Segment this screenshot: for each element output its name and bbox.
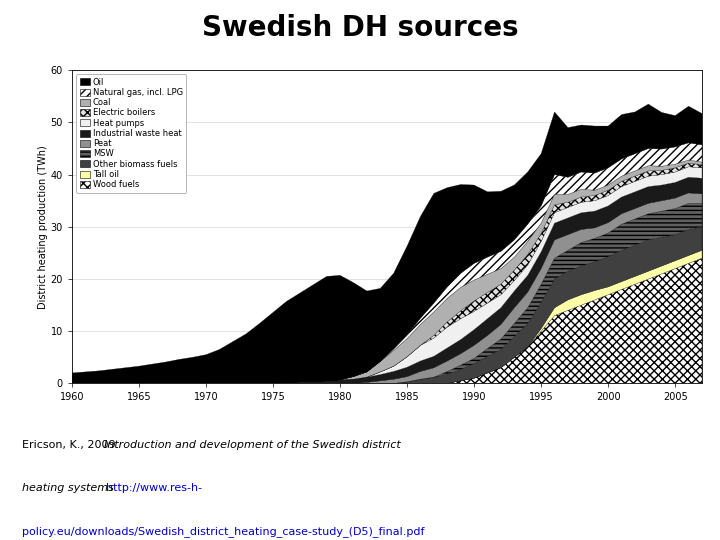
Text: Introduction and development of the Swedish district: Introduction and development of the Swed…	[104, 440, 401, 450]
Text: http://www.res-h-: http://www.res-h-	[106, 483, 202, 494]
Text: heating systems: heating systems	[22, 483, 114, 494]
Text: Ericson, K., 2009.: Ericson, K., 2009.	[22, 440, 119, 450]
Legend: Oil, Natural gas, incl. LPG, Coal, Electric boilers, Heat pumps, Industrial wast: Oil, Natural gas, incl. LPG, Coal, Elect…	[76, 75, 186, 193]
Text: Swedish DH sources: Swedish DH sources	[202, 14, 518, 42]
Y-axis label: District heating production (TWh): District heating production (TWh)	[38, 145, 48, 309]
Text: policy.eu/downloads/Swedish_district_heating_case-study_(D5)_final.pdf: policy.eu/downloads/Swedish_district_hea…	[22, 526, 424, 537]
